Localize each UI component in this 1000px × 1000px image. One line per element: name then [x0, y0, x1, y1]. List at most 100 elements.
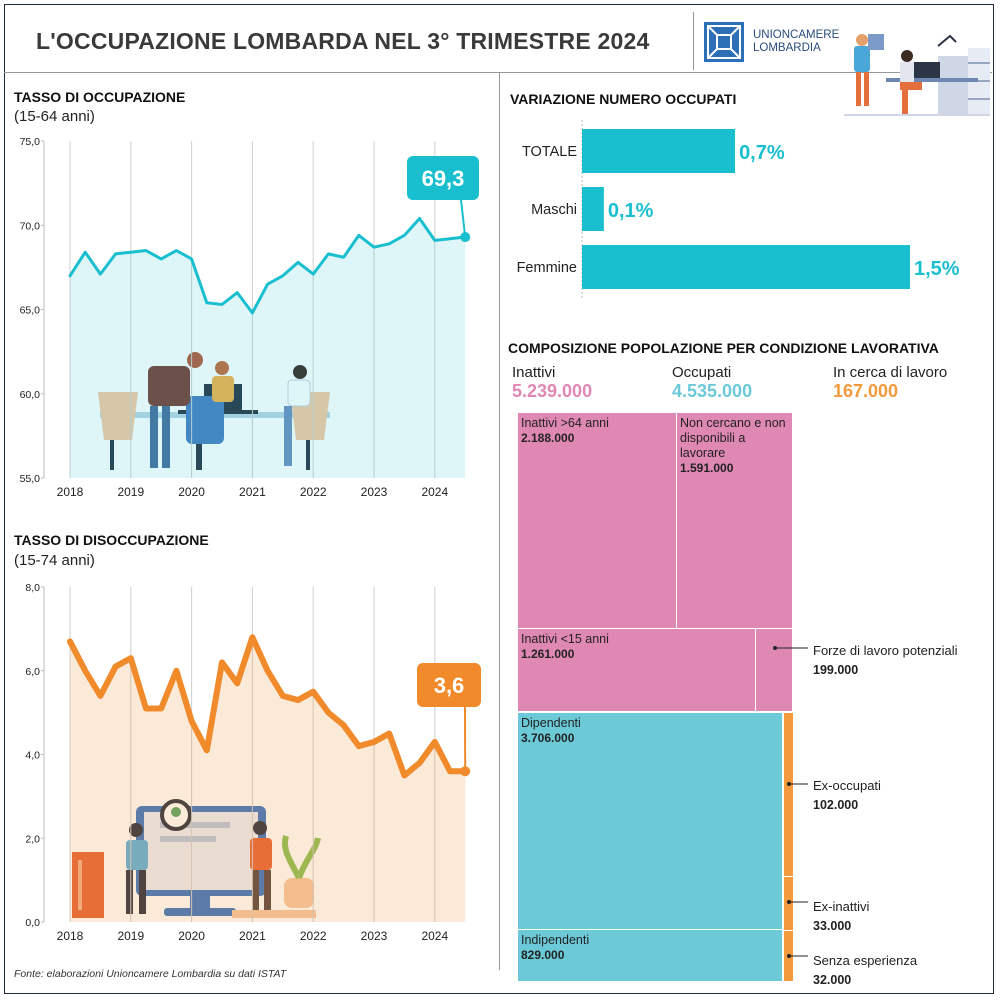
cell-value: 2.188.000	[521, 431, 575, 445]
y-tick-label: 2,0	[25, 833, 40, 845]
x-tick-label: 2019	[117, 485, 144, 499]
page-frame	[4, 4, 994, 994]
employment-subtitle: (15-64 anni)	[14, 108, 95, 125]
x-tick-label: 2019	[117, 929, 144, 943]
unemployment-chart: 2018 2019 2020 2021 2022 2023 2024 8,0 6,0 4,0 2,0…	[25, 582, 481, 943]
page-title: L'OCCUPAZIONE LOMBARDA NEL 3° TRIMESTRE …	[36, 28, 650, 54]
x-tick-label: 2018	[57, 485, 84, 499]
logo-line-1: UNIONCAMERE	[753, 29, 840, 41]
series-line	[67, 634, 469, 779]
cell-label: Inattivi <15 anni	[521, 632, 609, 646]
employment-title: TASSO DI OCCUPAZIONE	[14, 89, 186, 105]
cell-label: Dipendenti	[521, 716, 581, 730]
leader-dot	[773, 646, 777, 650]
leader-dot	[787, 782, 791, 786]
treemap-cell-inattivi-64: Inattivi >64 anni 2.188.000	[517, 412, 677, 629]
series-line	[68, 217, 467, 315]
y-tick-label: 4,0	[25, 750, 40, 762]
legend-value-occupati: 4.535.000	[672, 381, 753, 401]
legend-label-occupati: Occupati	[672, 364, 732, 381]
variation-title: VARIAZIONE NUMERO OCCUPATI	[510, 91, 737, 107]
source-note: Fonte: elaborazioni Unioncamere Lombardi…	[14, 968, 287, 980]
column-divider	[499, 72, 500, 970]
y-tick-label: 8,0	[25, 582, 40, 594]
y-tick-label: 55,0	[20, 473, 41, 485]
team-meeting-illustration	[98, 352, 330, 470]
x-tick-label: 2023	[361, 485, 388, 499]
variation-bar-chart: TOTALE 0,7% Maschi 0,1% Femmine 1,5%	[517, 120, 960, 298]
x-tick-label: 2022	[300, 929, 327, 943]
legend-label-in-cerca: In cerca di lavoro	[833, 364, 948, 381]
x-tick-label: 2018	[57, 929, 84, 943]
y-tick-label: 0,0	[25, 917, 40, 929]
x-tick-label: 2020	[178, 485, 205, 499]
header-divider	[4, 72, 992, 73]
annotation-value: 69,3	[422, 166, 465, 191]
cell-value: 1.591.000	[680, 461, 734, 475]
bar-totale	[582, 129, 736, 173]
callout-senza-esperienza: Senza esperienza 32.000	[813, 953, 917, 988]
cell-value: 829.000	[521, 948, 565, 962]
callout-value: 199.000	[813, 663, 859, 677]
logo-line-2: LOMBARDIA	[753, 42, 821, 54]
x-tick-label: 2020	[178, 929, 205, 943]
x-tick-label: 2021	[239, 929, 266, 943]
bar-category-label: TOTALE	[522, 144, 577, 160]
annotation-box	[407, 156, 479, 200]
logo-divider	[693, 12, 694, 70]
callout-value: 32.000	[813, 973, 852, 987]
bar-maschi	[582, 187, 604, 231]
y-tick-label: 70,0	[20, 220, 41, 232]
x-tick-label: 2023	[361, 929, 388, 943]
y-tick-label: 60,0	[20, 389, 41, 401]
bar-category-label: Maschi	[531, 202, 577, 218]
callout-ex-occupati: Ex-occupati 102.000	[813, 778, 881, 813]
callout-label: Senza esperienza	[813, 953, 918, 968]
y-tick-label: 75,0	[20, 136, 41, 148]
callout-leaders	[773, 646, 808, 958]
bar-value-label: 1,5%	[914, 258, 960, 280]
office-worker-illustration	[844, 34, 990, 116]
legend-value-inattivi: 5.239.000	[512, 381, 593, 401]
logo-text: UNIONCAMERE LOMBARDIA	[753, 29, 839, 55]
treemap-cell-forze-potenziali	[755, 628, 793, 712]
x-tick-label: 2024	[421, 485, 448, 499]
annotation-box	[417, 663, 481, 707]
unemployment-subtitle: (15-74 anni)	[14, 552, 95, 569]
callout-value: 33.000	[813, 919, 852, 933]
area-fill	[70, 637, 466, 922]
callout-value: 102.000	[813, 798, 859, 812]
x-tick-label: 2024	[421, 929, 448, 943]
callout-ex-inattivi: Ex-inattivi 33.000	[813, 899, 869, 934]
cell-label: Indipendenti	[521, 933, 590, 947]
unemployment-title: TASSO DI DISOCCUPAZIONE	[14, 532, 209, 548]
bar-femmine	[582, 245, 910, 289]
treemap-cell-inattivi-15: Inattivi <15 anni 1.261.000	[517, 628, 756, 712]
treemap-cell-non-cercano: Non cercano e non disponibili a lavorare…	[676, 412, 793, 629]
unioncamere-logo-icon	[704, 22, 744, 62]
y-tick-label: 6,0	[25, 666, 40, 678]
area-fill	[70, 218, 466, 478]
callout-label: Ex-inattivi	[813, 899, 870, 914]
employment-chart: 2018 2019 2020 2021 2022 2023 2024 75,0 70,0 65,0…	[20, 136, 479, 499]
callout-label: Ex-occupati	[813, 778, 881, 793]
legend-value-in-cerca: 167.000	[833, 381, 899, 401]
cell-label: Inattivi >64 anni	[521, 416, 609, 430]
callout-label: Forze di lavoro potenziali	[813, 643, 958, 658]
composition-title: COMPOSIZIONE POPOLAZIONE PER CONDIZIONE …	[508, 340, 939, 356]
bar-value-label: 0,7%	[739, 142, 785, 164]
annotation-value: 3,6	[434, 673, 465, 698]
cell-value: 1.261.000	[521, 647, 575, 661]
cell-value: 3.706.000	[521, 731, 575, 745]
callout-forze-potenziali: Forze di lavoro potenziali 199.000	[813, 643, 958, 678]
leader-dot	[787, 954, 791, 958]
bar-category-label: Femmine	[517, 260, 577, 276]
treemap-cell-dipendenti: Dipendenti 3.706.000	[517, 712, 783, 930]
annotation-leader	[460, 199, 467, 238]
x-tick-label: 2021	[239, 485, 266, 499]
bar-value-label: 0,1%	[608, 200, 654, 222]
treemap-cell-indipendenti: Indipendenti 829.000	[517, 929, 783, 982]
cell-label: Non cercano e non disponibili a lavorare	[680, 416, 786, 460]
job-search-illustration	[72, 799, 321, 918]
